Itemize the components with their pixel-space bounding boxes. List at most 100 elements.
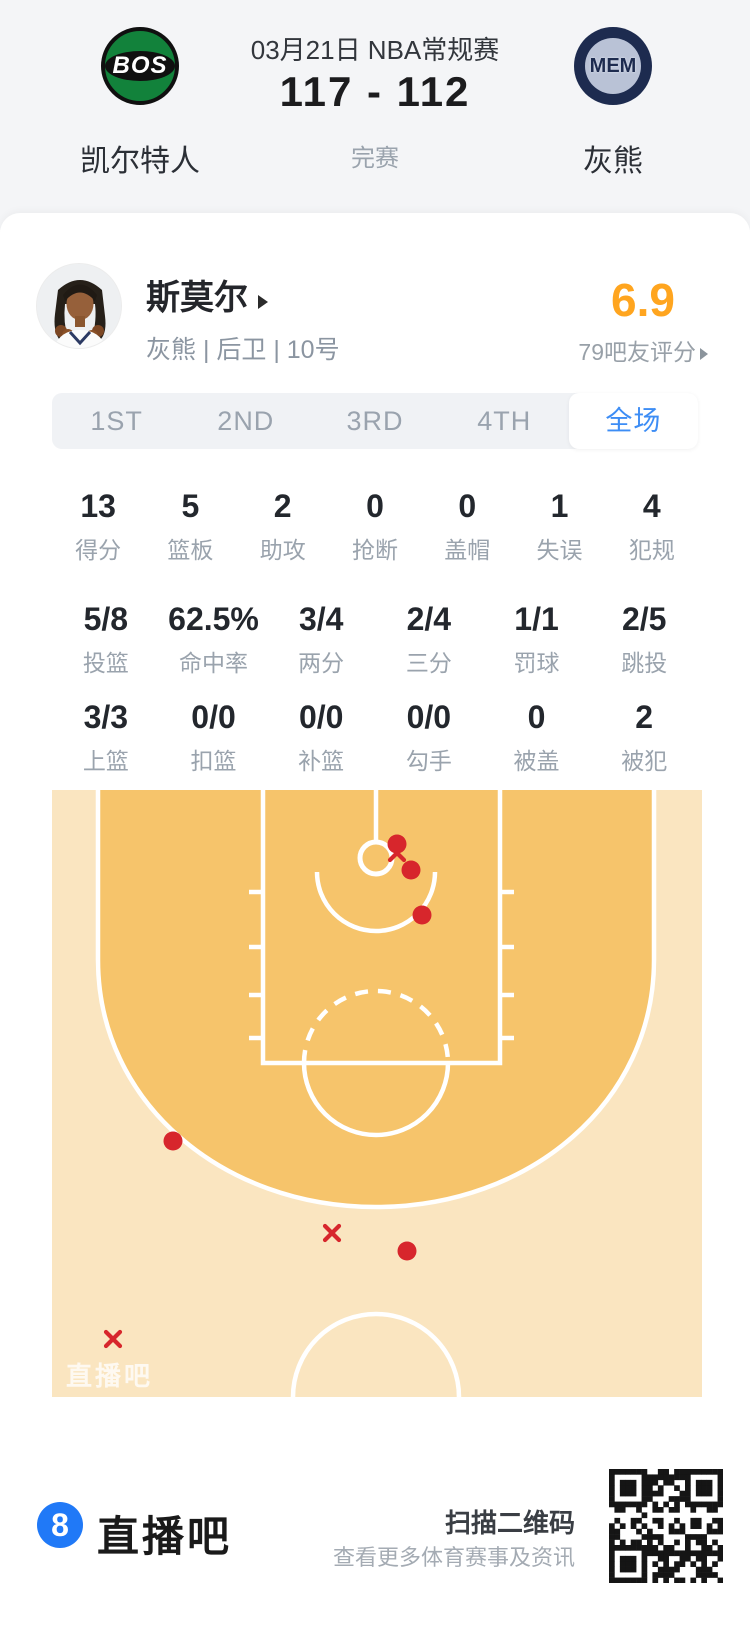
game-status: 完赛 — [351, 145, 399, 172]
stat-value: 1 — [550, 488, 569, 524]
grizzlies-logo[interactable]: MEM — [574, 27, 652, 105]
stat-hook: 0/0 勾手 — [375, 700, 483, 776]
stat-label: 命中率 — [179, 650, 248, 676]
restricted-arc — [314, 871, 438, 934]
court-lines — [95, 790, 657, 1397]
stat-label: 抢断 — [351, 537, 398, 563]
stats-row-basic: 13 得分 5 篮板 2 助攻 0 抢断 0 盖帽 1 失误 4 犯规 — [52, 489, 698, 565]
stat-putback: 0/0 补篮 — [267, 700, 375, 776]
scan-qr-title: 扫描二维码 — [444, 1508, 575, 1538]
stat-fg-pct: 62.5% 命中率 — [160, 602, 268, 678]
stat-ft: 1/1 罚球 — [483, 602, 591, 678]
grizzlies-logo-inner — [585, 38, 641, 94]
stat-value: 2 — [273, 488, 292, 524]
quarter-tabs: 1ST 2ND 3RD 4TH 全场 — [52, 393, 699, 449]
ft-circle-bottom — [301, 1062, 451, 1138]
stat-label: 篮板 — [167, 537, 214, 563]
stat-label: 盖帽 — [444, 537, 491, 563]
stat-value: 1/1 — [514, 601, 559, 637]
stat-fouls: 4 犯规 — [606, 489, 698, 565]
ft-circle-top-dashed — [301, 988, 451, 1064]
stat-label: 两分 — [298, 650, 345, 676]
player-card: 斯莫尔 灰熊 | 后卫 | 10号 6.9 79吧友评分 1ST 2ND 3RD… — [0, 213, 750, 1629]
stat-value: 0 — [366, 488, 384, 524]
stat-label: 扣篮 — [190, 748, 237, 774]
player-name-row[interactable]: 斯莫尔 — [146, 270, 268, 319]
rating-note[interactable]: 79吧友评分 — [578, 333, 708, 367]
celtics-logo-text: BOS — [112, 52, 168, 79]
stat-fouled: 2 被犯 — [590, 700, 698, 776]
stat-value: 3/4 — [298, 601, 344, 637]
grizzlies-logo-text: MEM — [589, 54, 637, 77]
court-inner-area — [98, 790, 654, 1207]
tab-4th[interactable]: 4TH — [477, 406, 532, 436]
center-circle — [290, 1311, 462, 1397]
stat-value: 5/8 — [83, 601, 129, 637]
celtics-logo[interactable]: BOS — [101, 27, 179, 105]
stat-value: 62.5% — [168, 601, 259, 637]
shot-chart-court — [52, 790, 702, 1397]
stat-label: 罚球 — [513, 650, 560, 676]
match-header: BOS MEM 03月21日 NBA常规赛 117 - 112 完赛 凯尔特人 … — [0, 0, 750, 230]
stat-jumpshot: 2/5 跳投 — [590, 602, 698, 678]
rating-note-text: 79吧友评分 — [578, 339, 696, 365]
stat-label: 上篮 — [82, 748, 129, 774]
stat-label: 犯规 — [628, 537, 675, 563]
stat-value: 0/0 — [298, 699, 344, 735]
stat-value: 4 — [642, 488, 661, 524]
player-rating: 6.9 — [611, 274, 675, 326]
stat-value: 0/0 — [406, 699, 452, 735]
stat-value: 3/3 — [83, 699, 129, 735]
stat-label: 三分 — [405, 650, 452, 676]
stat-dunk: 0/0 扣篮 — [160, 700, 268, 776]
stat-layup: 3/3 上篮 — [52, 700, 160, 776]
footer-brand: 直播吧 — [97, 1513, 233, 1560]
stats-row-shottypes: 3/3 上篮 0/0 扣篮 0/0 补篮 0/0 勾手 0 被盖 2 被犯 — [52, 700, 698, 776]
player-meta: 灰熊 | 后卫 | 10号 — [146, 336, 340, 364]
stat-blocks: 0 盖帽 — [421, 489, 513, 565]
chevron-right-icon — [700, 348, 708, 360]
stat-label: 助攻 — [259, 537, 306, 563]
stat-fg: 5/8 投篮 — [52, 602, 160, 678]
stat-value: 0 — [527, 699, 546, 735]
stat-2pt: 3/4 两分 — [267, 602, 375, 678]
stat-points: 13 得分 — [52, 489, 144, 565]
tab-3rd[interactable]: 3RD — [346, 406, 404, 436]
court-watermark: 直播吧 — [66, 1361, 154, 1391]
team-away-name: 灰熊 — [583, 145, 643, 178]
stat-label: 被盖 — [513, 748, 560, 774]
celtics-logo-band — [105, 51, 175, 81]
zhibo8-logo[interactable]: 8 — [37, 1502, 83, 1548]
player-avatar[interactable] — [36, 263, 122, 349]
tab-1st[interactable]: 1ST — [90, 406, 143, 436]
stat-value: 13 — [80, 488, 116, 524]
stat-blocked: 0 被盖 — [483, 700, 591, 776]
chevron-right-icon — [258, 295, 268, 309]
stat-label: 补篮 — [298, 748, 345, 774]
scan-qr-subtitle: 查看更多体育赛事及资讯 — [332, 1545, 575, 1570]
stat-label: 投篮 — [82, 650, 129, 676]
stat-turnovers: 1 失误 — [513, 489, 605, 565]
zhibo8-logo-8: 8 — [51, 1507, 69, 1543]
stat-rebounds: 5 篮板 — [144, 489, 236, 565]
stat-value: 2/5 — [621, 601, 667, 637]
tab-2nd[interactable]: 2ND — [217, 406, 275, 436]
player-name: 斯莫尔 — [146, 279, 248, 317]
stat-label: 得分 — [75, 537, 122, 563]
stat-label: 被犯 — [621, 748, 668, 774]
tab-full[interactable]: 全场 — [568, 393, 699, 449]
stat-assists: 2 助攻 — [237, 489, 329, 565]
game-score: 117 - 112 — [279, 68, 471, 115]
stats-row-shooting: 5/8 投篮 62.5% 命中率 3/4 两分 2/4 三分 1/1 罚球 2/5 跳投 — [52, 602, 698, 678]
stat-value: 5 — [181, 488, 200, 524]
stat-label: 失误 — [536, 537, 583, 563]
lane-lines — [260, 790, 503, 1066]
stat-value: 0 — [458, 488, 477, 524]
game-date: 03月21日 NBA常规赛 — [250, 35, 500, 65]
three-point-line — [95, 790, 657, 1210]
shot-markers — [103, 834, 432, 1349]
stat-3pt: 2/4 三分 — [375, 602, 483, 678]
stat-label: 跳投 — [621, 650, 668, 676]
stat-steals: 0 抢断 — [329, 489, 421, 565]
